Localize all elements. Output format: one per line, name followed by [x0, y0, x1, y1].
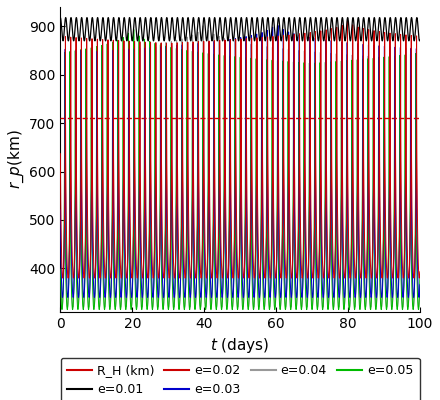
Legend: R_H (km), e=0.01, e=0.02, e=0.03, e=0.04, e=0.05: R_H (km), e=0.01, e=0.02, e=0.03, e=0.04…: [61, 358, 420, 400]
X-axis label: $t$ (days): $t$ (days): [210, 336, 270, 356]
Y-axis label: $r\_p$(km): $r\_p$(km): [7, 130, 26, 189]
